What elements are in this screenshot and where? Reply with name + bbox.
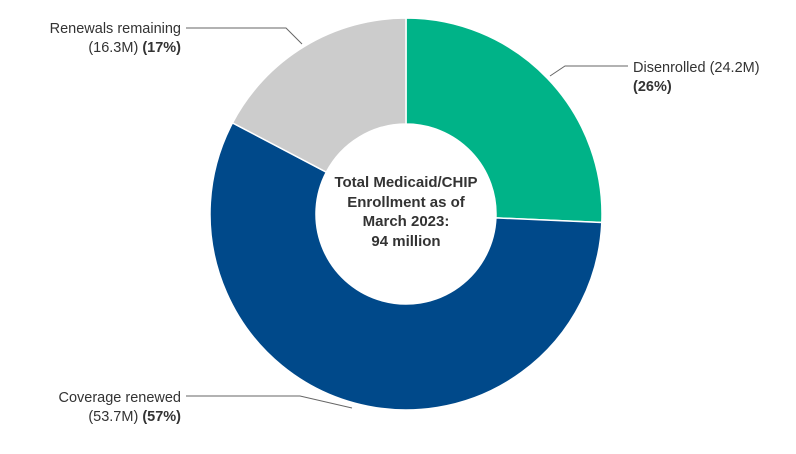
label-coverage-renewed: Coverage renewed (53.7M) (57%) — [58, 389, 181, 427]
leader-line-coverage-renewed — [186, 395, 353, 409]
label-disenrolled: Disenrolled (24.2M) (26%) — [633, 59, 760, 97]
label-coverage-renewed-name: Coverage renewed — [58, 390, 181, 406]
donut-slices — [209, 17, 603, 411]
label-coverage-renewed-pct: (57%) — [142, 409, 181, 425]
label-renewals-remaining-name: Renewals remaining — [49, 21, 181, 37]
label-renewals-remaining: Renewals remaining (16.3M) (17%) — [50, 20, 181, 58]
donut-slice-disenrolled — [405, 17, 603, 224]
center-text-line-1: Total Medicaid/CHIP — [334, 174, 478, 191]
center-text-line-4: 94 million — [371, 232, 441, 250]
leader-line-disenrolled — [549, 65, 628, 77]
label-coverage-renewed-value: (53.7M) — [88, 409, 139, 425]
center-text-line-2: Enrollment as of — [347, 193, 465, 211]
center-text-line-3: March 2023: — [362, 213, 450, 230]
donut-slice-coverage-renewed — [209, 121, 603, 411]
donut-slice-renewals-remaining — [231, 17, 407, 174]
leader-lines — [186, 27, 628, 409]
label-renewals-remaining-pct: (17%) — [142, 40, 181, 56]
donut-center-text: Total Medicaid/CHIP Enrollment as of Mar… — [306, 173, 506, 251]
label-renewals-remaining-value: (16.3M) — [88, 40, 139, 56]
leader-line-renewals-remaining — [186, 27, 303, 45]
label-disenrolled-name: Disenrolled — [633, 60, 706, 76]
label-disenrolled-pct: (26%) — [633, 79, 672, 95]
label-disenrolled-value: (24.2M) — [709, 60, 760, 76]
